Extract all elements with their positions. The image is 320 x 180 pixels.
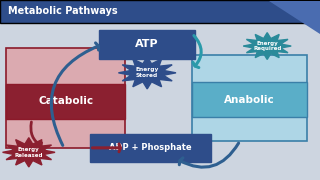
FancyBboxPatch shape (6, 84, 125, 119)
FancyBboxPatch shape (99, 30, 195, 58)
Polygon shape (118, 57, 176, 89)
Text: Energy
Required: Energy Required (253, 41, 281, 51)
Text: Energy
Stored: Energy Stored (135, 68, 159, 78)
Text: Energy
Released: Energy Released (14, 147, 43, 158)
FancyBboxPatch shape (192, 55, 307, 141)
FancyBboxPatch shape (0, 0, 320, 23)
Polygon shape (269, 1, 320, 33)
FancyBboxPatch shape (90, 134, 211, 162)
Polygon shape (243, 33, 291, 59)
Polygon shape (3, 138, 55, 167)
Text: ATP: ATP (135, 39, 159, 49)
FancyBboxPatch shape (192, 82, 307, 118)
Text: Metabolic Pathways: Metabolic Pathways (8, 6, 118, 16)
Text: Anabolic: Anabolic (224, 95, 275, 105)
Text: ADP + Phosphate: ADP + Phosphate (109, 143, 192, 152)
FancyBboxPatch shape (6, 48, 125, 148)
Text: Catabolic: Catabolic (38, 96, 93, 106)
